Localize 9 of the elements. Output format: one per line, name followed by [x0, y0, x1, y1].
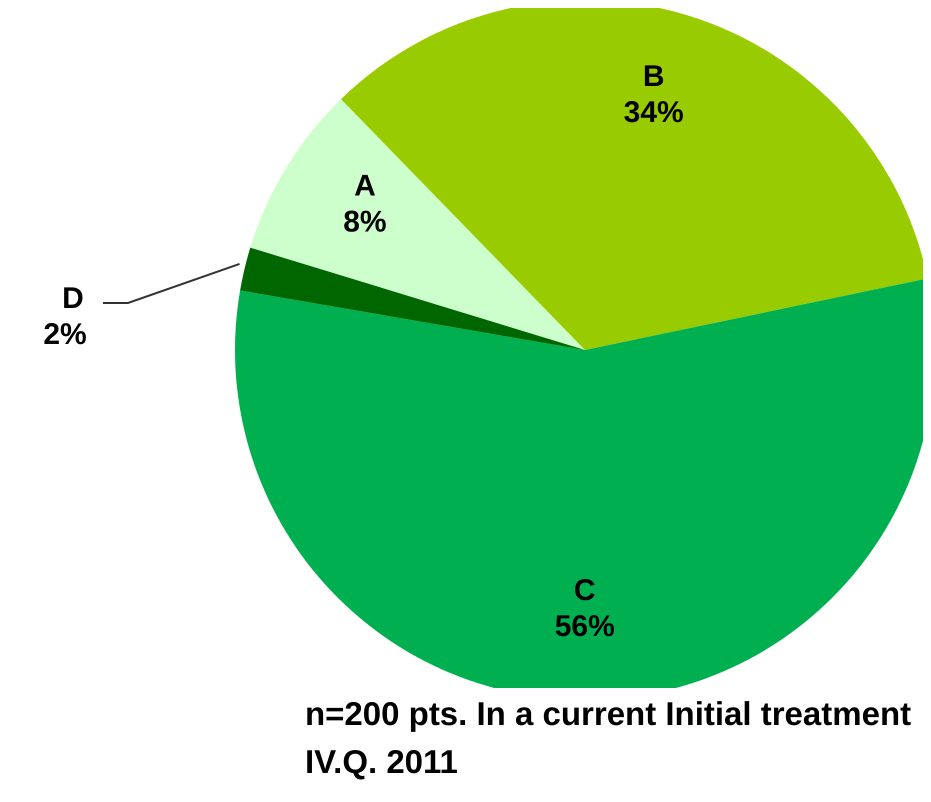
slice-label: B — [642, 60, 665, 94]
slice-label: A — [354, 170, 376, 203]
slice-label: C — [574, 574, 596, 607]
data-label: 56% — [554, 610, 615, 643]
data-label: 8% — [343, 206, 387, 239]
data-label: 2% — [43, 318, 87, 351]
text: n=200 pts. In a current Initial treatment IV.Q. 2011 — [305, 694, 912, 782]
data-label: 34% — [624, 96, 684, 130]
slice-label: D — [62, 282, 84, 315]
